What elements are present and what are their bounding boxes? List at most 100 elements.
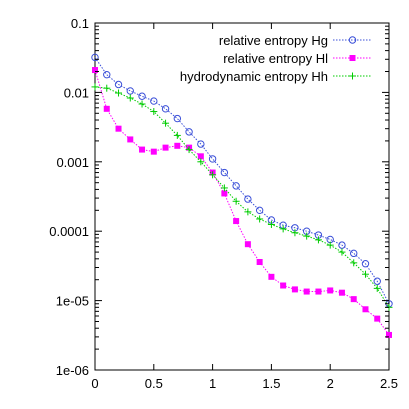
data-point	[291, 229, 299, 237]
legend-entry-3: hydrodynamic entropy Hh	[180, 69, 372, 84]
data-point	[150, 148, 157, 155]
data-point	[161, 105, 170, 113]
legend-marker	[349, 72, 356, 80]
plot-frame	[94, 22, 390, 371]
data-point	[268, 273, 275, 280]
legend-label: relative entropy Hg	[219, 33, 328, 48]
series-2	[92, 67, 392, 338]
data-point	[361, 270, 369, 278]
data-point	[173, 114, 182, 123]
data-point	[327, 287, 334, 294]
data-point	[244, 195, 252, 203]
data-point	[373, 284, 381, 292]
x-tick-label: 2	[327, 376, 334, 391]
legend-label: relative entropy Hl	[223, 51, 328, 66]
data-point	[256, 258, 263, 265]
data-point	[233, 218, 240, 225]
x-tick-label: 1.5	[262, 376, 280, 391]
data-point	[103, 84, 111, 92]
data-point	[91, 53, 99, 62]
data-point	[197, 153, 204, 160]
data-point	[326, 241, 334, 249]
data-point	[280, 282, 287, 289]
series-line	[94, 57, 390, 305]
data-point	[338, 248, 346, 256]
data-point	[174, 142, 181, 149]
data-point	[115, 125, 122, 132]
data-point	[208, 155, 217, 163]
plot-border	[94, 22, 390, 371]
data-point	[197, 140, 205, 148]
data-point	[127, 136, 134, 143]
data-point	[350, 259, 358, 267]
data-point	[220, 184, 228, 192]
data-point	[139, 146, 146, 153]
series-group	[91, 53, 393, 338]
data-point	[162, 119, 170, 127]
data-point	[150, 97, 158, 105]
data-point	[362, 306, 369, 313]
data-point	[197, 158, 205, 166]
data-point	[255, 206, 264, 215]
data-point	[350, 249, 358, 258]
data-point	[303, 288, 310, 295]
legend: relative entropy Hg relative entropy Hl hy…	[180, 33, 372, 84]
data-point	[361, 260, 370, 268]
y-tick-label: 0.01	[64, 85, 89, 100]
x-tick-label: 1	[209, 376, 216, 391]
data-point	[173, 131, 181, 139]
data-point	[338, 241, 346, 249]
series-3	[91, 83, 393, 311]
legend-entry-1: relative entropy Hg	[219, 33, 372, 48]
legend-marker	[349, 55, 356, 61]
data-point	[244, 208, 252, 216]
data-point	[126, 87, 134, 95]
data-point	[232, 197, 240, 205]
data-point	[314, 236, 322, 244]
data-point	[373, 277, 381, 285]
data-point	[267, 220, 275, 228]
y-tick-label: 0.001	[56, 155, 89, 170]
data-point	[103, 105, 110, 112]
data-point	[221, 190, 228, 197]
x-tick-label: 2.5	[380, 376, 398, 391]
y-tick-label: 0.1	[71, 16, 89, 31]
data-point	[279, 225, 287, 233]
series-1	[91, 53, 393, 308]
axes: 0 0.5 1 1.5 2 2.5 1e-06 1e-05 0.0001 0.001 0.01 0.1	[49, 16, 398, 391]
data-point	[150, 108, 158, 116]
series-line	[94, 86, 390, 308]
data-point	[162, 144, 169, 151]
data-point	[92, 67, 98, 74]
data-point	[232, 182, 240, 190]
x-tick-label: 0.5	[145, 376, 163, 391]
data-point	[103, 70, 111, 79]
legend-label: hydrodynamic entropy Hh	[180, 69, 328, 84]
data-point	[315, 288, 322, 295]
data-point	[386, 331, 392, 338]
data-point	[244, 241, 251, 248]
data-point	[350, 296, 357, 303]
data-point	[256, 215, 264, 223]
data-point	[374, 315, 381, 322]
data-point	[91, 83, 99, 91]
data-point	[138, 92, 146, 100]
data-point	[291, 286, 298, 293]
data-point	[138, 100, 146, 108]
data-point	[185, 128, 193, 136]
data-point	[220, 168, 229, 177]
y-tick-label: 1e-06	[56, 363, 89, 378]
y-tick-label: 1e-05	[56, 294, 89, 309]
data-point	[115, 89, 123, 97]
legend-entry-2: relative entropy Hl	[223, 51, 372, 66]
data-point	[185, 146, 193, 154]
legend-marker	[348, 36, 357, 44]
data-point	[126, 94, 134, 102]
y-tick-label: 0.0001	[49, 224, 89, 239]
data-point	[303, 232, 311, 240]
data-point	[114, 80, 123, 89]
data-point	[209, 171, 217, 179]
data-point	[338, 289, 345, 296]
x-tick-label: 0	[91, 376, 98, 391]
